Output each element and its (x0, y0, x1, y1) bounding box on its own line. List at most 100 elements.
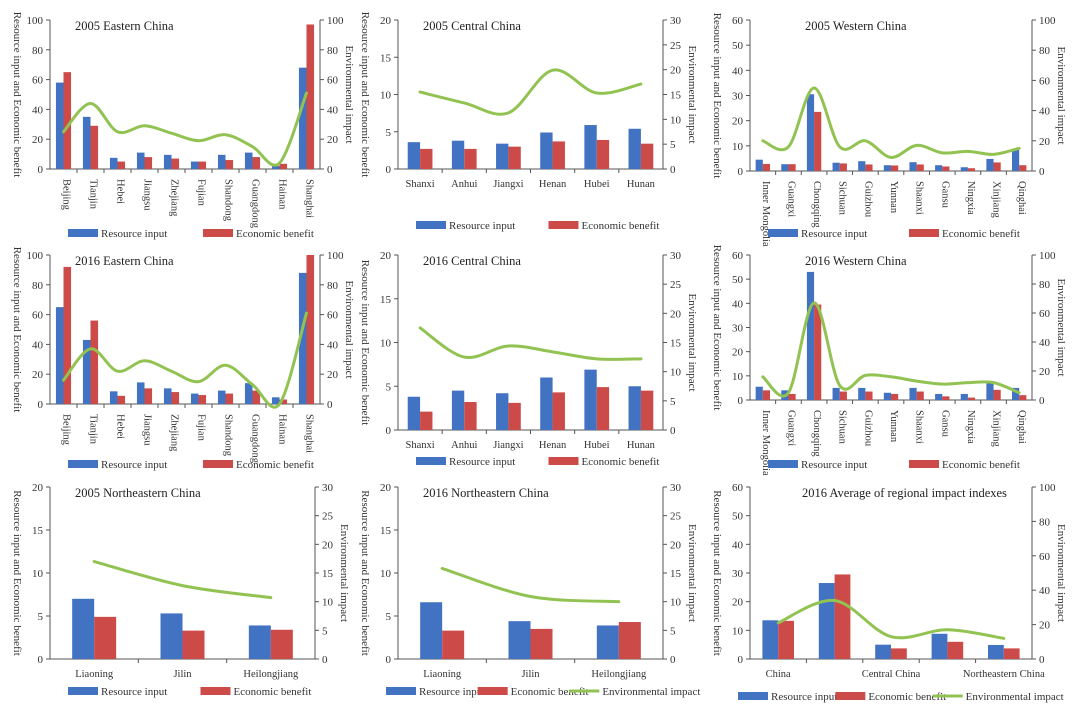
left-tick-label: 40 (732, 539, 744, 551)
legend-swatch-economic-benefit (909, 460, 939, 468)
bar-economic-benefit (596, 387, 610, 430)
legend-label-resource-input: Resource input (101, 228, 167, 240)
category-label: Shanghai (304, 414, 315, 453)
legend-label-resource-input: Resource input (419, 686, 485, 698)
left-tick-label: 50 (732, 40, 744, 52)
bar-resource-input (55, 82, 64, 169)
bar-resource-input (883, 392, 891, 400)
bar-resource-input (420, 602, 443, 659)
bar-economic-benefit (225, 160, 234, 169)
bar-economic-benefit (182, 630, 205, 659)
chart-title: 2005 Northeastern China (75, 486, 201, 500)
left-tick-label: 20 (732, 347, 744, 359)
bar-resource-input (217, 390, 226, 404)
left-tick-label: 80 (32, 45, 44, 57)
right-tick-label: 40 (1039, 106, 1051, 118)
left-axis-label: Resource input and Economic benefit (11, 490, 23, 656)
bar-economic-benefit (442, 630, 465, 659)
category-label: Shanxi (405, 440, 434, 451)
bar-economic-benefit (420, 148, 433, 169)
bar-resource-input (508, 621, 531, 659)
bar-resource-input (496, 393, 509, 430)
category-label: Sichuan (837, 181, 848, 216)
left-tick-label: 80 (32, 280, 44, 292)
category-label: Fujian (196, 414, 207, 442)
chart-panel: 0 5 10 15 20 0 5 10 15 20 25 30 Resource input and E… (359, 250, 698, 468)
right-tick-label: 100 (1039, 482, 1056, 494)
line-environmental-impact (62, 311, 308, 409)
left-tick-label: 60 (32, 310, 44, 322)
bar-economic-benefit (508, 402, 521, 430)
bar-resource-input (163, 154, 172, 169)
left-tick-label: 100 (27, 250, 44, 262)
legend-swatch-resource-input (68, 229, 98, 237)
left-tick-label: 20 (380, 250, 392, 262)
bar-economic-benefit (464, 148, 477, 169)
category-label: Jiangxi (493, 179, 523, 190)
legend-swatch-economic-benefit (203, 460, 233, 468)
bar-resource-input (82, 116, 91, 169)
chart-panel: 0 20 40 60 80 100 0 20 40 60 80 100 Resource input a… (11, 247, 355, 471)
legend-label-resource-input: Resource input (801, 459, 867, 471)
left-tick-label: 50 (732, 511, 744, 523)
bar-economic-benefit (942, 396, 950, 400)
legend-label-economic-benefit: Economic benefit (868, 691, 946, 703)
right-axis-label: Environmental impact (1055, 524, 1067, 622)
legend-swatch-economic-benefit (477, 687, 508, 695)
bar-economic-benefit (252, 157, 261, 169)
bar-economic-benefit (279, 399, 288, 404)
right-axis-label: Environmental impact (686, 293, 698, 391)
left-axis-label: Resource input and Economic benefit (11, 12, 23, 178)
bar-resource-input (496, 143, 509, 169)
bar-economic-benefit (508, 146, 521, 169)
right-axis-label: Environmental impact (1055, 46, 1067, 144)
category-label: Zhejiang (169, 414, 180, 452)
bar-economic-benefit (865, 391, 873, 400)
bar-economic-benefit (552, 141, 565, 169)
bar-resource-input (960, 167, 968, 171)
category-label: Fujian (196, 179, 207, 207)
left-tick-label: 60 (732, 15, 744, 27)
bar-economic-benefit (1003, 648, 1020, 659)
category-label: Tianjin (88, 179, 99, 210)
legend-label-environmental-impact: Environmental impact (966, 691, 1064, 703)
right-tick-label: 5 (670, 396, 676, 408)
bar-resource-input (832, 387, 840, 400)
bar-resource-input (960, 393, 968, 400)
right-tick-label: 0 (670, 164, 676, 176)
bar-resource-input (244, 383, 253, 404)
bar-resource-input (909, 387, 917, 400)
category-label: Jiangsu (142, 179, 153, 211)
right-tick-label: 0 (1039, 395, 1045, 407)
bar-resource-input (986, 383, 994, 400)
category-label: Henan (539, 440, 567, 451)
category-label: Beijing (61, 179, 72, 211)
right-tick-label: 10 (670, 367, 682, 379)
bar-resource-input (136, 382, 145, 404)
right-tick-label: 15 (670, 90, 682, 102)
right-tick-label: 5 (670, 625, 676, 637)
category-label: Jiangxi (493, 440, 523, 451)
right-axis-label: Environmental impact (343, 45, 355, 143)
bar-economic-benefit (967, 397, 976, 400)
right-tick-label: 25 (322, 511, 334, 523)
left-tick-label: 100 (27, 15, 44, 27)
chart-title: 2005 Central China (423, 19, 521, 33)
left-tick-label: 15 (380, 525, 392, 537)
left-tick-label: 60 (732, 250, 744, 262)
bar-resource-input (217, 154, 226, 169)
line-environmental-impact (440, 566, 621, 604)
bar-economic-benefit (891, 648, 907, 659)
right-tick-label: 20 (1039, 366, 1051, 378)
bar-resource-input (755, 159, 763, 171)
chart-panel: 0 10 20 30 40 50 60 0 20 40 60 80 100 Resource input … (711, 13, 1067, 247)
chart-title: 2016 Eastern China (75, 254, 174, 268)
right-tick-label: 20 (670, 308, 682, 320)
bar-economic-benefit (63, 72, 72, 169)
bar-resource-input (407, 396, 421, 430)
bar-economic-benefit (306, 255, 315, 404)
bar-economic-benefit (640, 390, 654, 430)
bar-economic-benefit (63, 266, 72, 404)
bar-economic-benefit (198, 161, 207, 169)
